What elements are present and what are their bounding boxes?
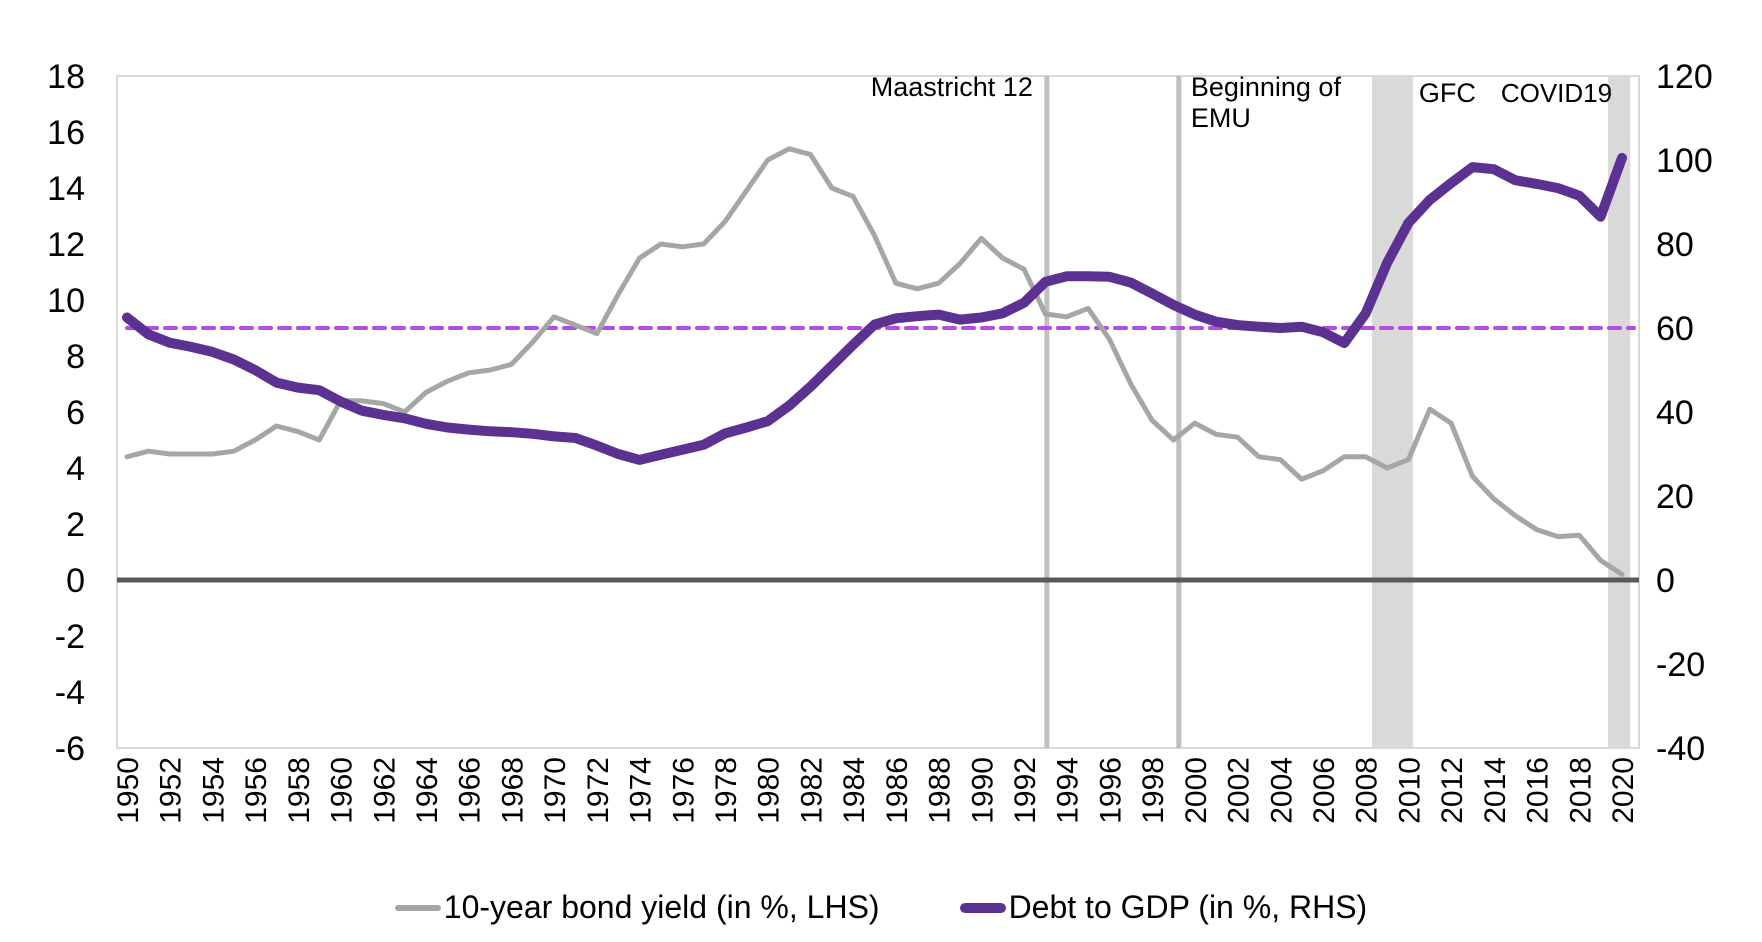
x-axis-tick-label: 2010 — [1393, 757, 1426, 824]
chart-legend: 10-year bond yield (in %, LHS) Debt to G… — [0, 889, 1762, 926]
legend-item-debt-to-gdp[interactable]: Debt to GDP (in %, RHS) — [959, 889, 1368, 926]
recession-band-gfc — [1371, 76, 1413, 748]
right-axis-tick-label: -20 — [1656, 646, 1705, 684]
bond-yield-legend-label: 10-year bond yield (in %, LHS) — [443, 889, 880, 925]
debt-to-gdp-line — [122, 152, 1627, 465]
x-axis-tick-label: 2004 — [1265, 757, 1298, 824]
x-axis-tick-label: 2020 — [1607, 757, 1640, 824]
right-axis-tick-label: 0 — [1656, 562, 1675, 600]
left-axis-tick-label: 2 — [66, 506, 85, 544]
left-axis-tick-label: 6 — [66, 394, 85, 432]
band-annotation: COVID19 — [1501, 78, 1612, 108]
x-axis-tick-label: 2016 — [1522, 757, 1555, 824]
x-axis-tick-label: 1974 — [625, 757, 658, 824]
bond-yield-line — [124, 146, 1625, 577]
left-axis-tick-label: -4 — [55, 674, 85, 712]
x-axis-tick-label: 1960 — [326, 757, 359, 824]
x-axis-tick-label: 1976 — [667, 757, 700, 824]
left-axis-tick-label: 8 — [66, 338, 85, 376]
x-axis-tick-label: 1950 — [112, 757, 145, 824]
left-axis-tick-label: -2 — [55, 618, 85, 656]
x-axis-tick-label: 2008 — [1351, 757, 1384, 824]
left-axis-tick-label: 14 — [47, 170, 85, 208]
x-axis-tick-label: 1970 — [539, 757, 572, 824]
x-axis-tick-label: 2006 — [1308, 757, 1341, 824]
x-axis-tick-label: 1988 — [924, 757, 957, 824]
x-axis-tick-label: 1966 — [454, 757, 487, 824]
x-axis-tick-label: 2000 — [1180, 757, 1213, 824]
right-axis-tick-label: 20 — [1656, 478, 1694, 516]
x-axis-tick-label: 1990 — [966, 757, 999, 824]
event-annotation: Maastricht 12 — [871, 72, 1033, 102]
event-annotation: Beginning of — [1191, 72, 1342, 102]
right-axis-tick-label: 40 — [1656, 394, 1694, 432]
left-axis-tick-label: 12 — [47, 226, 85, 264]
x-axis-tick-label: 1980 — [753, 757, 786, 824]
x-axis-tick-label: 1964 — [411, 757, 444, 824]
x-axis-tick-label: 2002 — [1223, 757, 1256, 824]
x-axis-tick-label: 1968 — [496, 757, 529, 824]
x-axis-tick-label: 1986 — [881, 757, 914, 824]
x-axis-tick-label: 1956 — [240, 757, 273, 824]
right-axis-tick-label: 60 — [1656, 310, 1694, 348]
x-axis-tick-label: 1978 — [710, 757, 743, 824]
left-axis-tick-label: 0 — [66, 562, 85, 600]
x-axis-tick-label: 1952 — [155, 757, 188, 824]
x-axis-tick-label: 1996 — [1094, 757, 1127, 824]
event-annotation: EMU — [1191, 103, 1251, 133]
x-axis-tick-label: 1994 — [1052, 757, 1085, 824]
x-axis-tick-label: 2014 — [1479, 757, 1512, 824]
x-axis-tick-label: 1984 — [838, 757, 871, 824]
x-axis-tick-label: 1962 — [368, 757, 401, 824]
x-axis-tick-label: 2018 — [1564, 757, 1597, 824]
x-axis-tick-label: 1972 — [582, 757, 615, 824]
right-axis-tick-label: 120 — [1656, 58, 1713, 96]
bond-yield-line-swatch — [394, 904, 441, 911]
x-axis-tick-label: 1954 — [197, 757, 230, 824]
left-axis-tick-label: -6 — [55, 730, 85, 768]
x-axis-tick-label: 1992 — [1009, 757, 1042, 824]
left-axis-tick-label: 10 — [47, 282, 85, 320]
debt-to-gdp-legend-label: Debt to GDP (in %, RHS) — [1008, 889, 1368, 925]
right-axis-tick-label: 100 — [1656, 142, 1713, 180]
debt-to-gdp-line-swatch — [959, 902, 1006, 913]
x-axis-tick-label: 2012 — [1436, 757, 1469, 824]
left-axis-tick-label: 18 — [47, 58, 85, 96]
right-axis-tick-label: 80 — [1656, 226, 1694, 264]
right-axis-tick-label: -40 — [1656, 730, 1705, 768]
plot-border — [116, 75, 1640, 749]
x-axis-tick-label: 1982 — [795, 757, 828, 824]
band-annotation: GFC — [1419, 78, 1476, 108]
left-axis-tick-label: 4 — [66, 450, 85, 488]
x-axis-tick-label: 1958 — [283, 757, 316, 824]
left-axis-tick-label: 16 — [47, 114, 85, 152]
x-axis-tick-label: 1998 — [1137, 757, 1170, 824]
legend-item-bond-yield[interactable]: 10-year bond yield (in %, LHS) — [394, 889, 880, 926]
